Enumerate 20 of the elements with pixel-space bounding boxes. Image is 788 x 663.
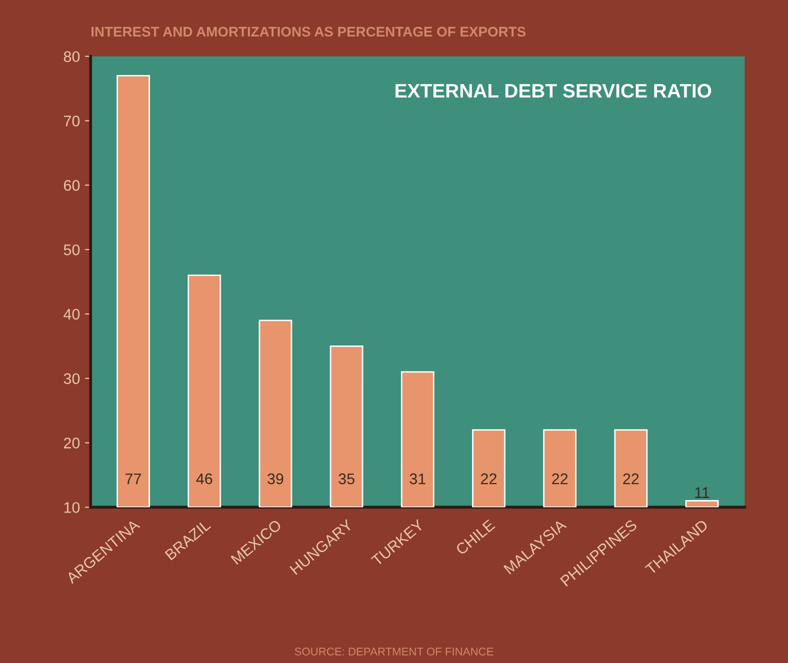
data-label: 77 <box>126 474 142 484</box>
chart-title: INTEREST AND AMORTIZATIONS AS PERCENTAGE OF EXPORTS <box>92 26 526 37</box>
source-note: SOURCE: DEPARTMENT OF FINANCE <box>294 648 494 656</box>
y-tick-label: 70 <box>64 116 80 126</box>
data-label: 22 <box>481 473 496 484</box>
data-label: 35 <box>338 473 354 484</box>
data-label: 22 <box>552 473 568 484</box>
data-label: 11 <box>695 487 710 498</box>
data-label: 39 <box>268 473 284 484</box>
y-tick-label: 20 <box>64 438 80 448</box>
y-tick-label: 80 <box>64 51 80 62</box>
y-tick-label: 30 <box>64 373 80 384</box>
data-label: 31 <box>410 473 426 484</box>
y-tick-label: 10 <box>64 502 80 513</box>
y-tick-label: 50 <box>64 244 80 256</box>
y-tick-label: 40 <box>64 308 80 320</box>
annotation: EXTERNAL DEBT SERVICE RATIO <box>396 84 712 98</box>
data-label: 22 <box>623 473 639 484</box>
y-tick-label: 60 <box>64 180 80 191</box>
data-label: 46 <box>196 473 212 484</box>
